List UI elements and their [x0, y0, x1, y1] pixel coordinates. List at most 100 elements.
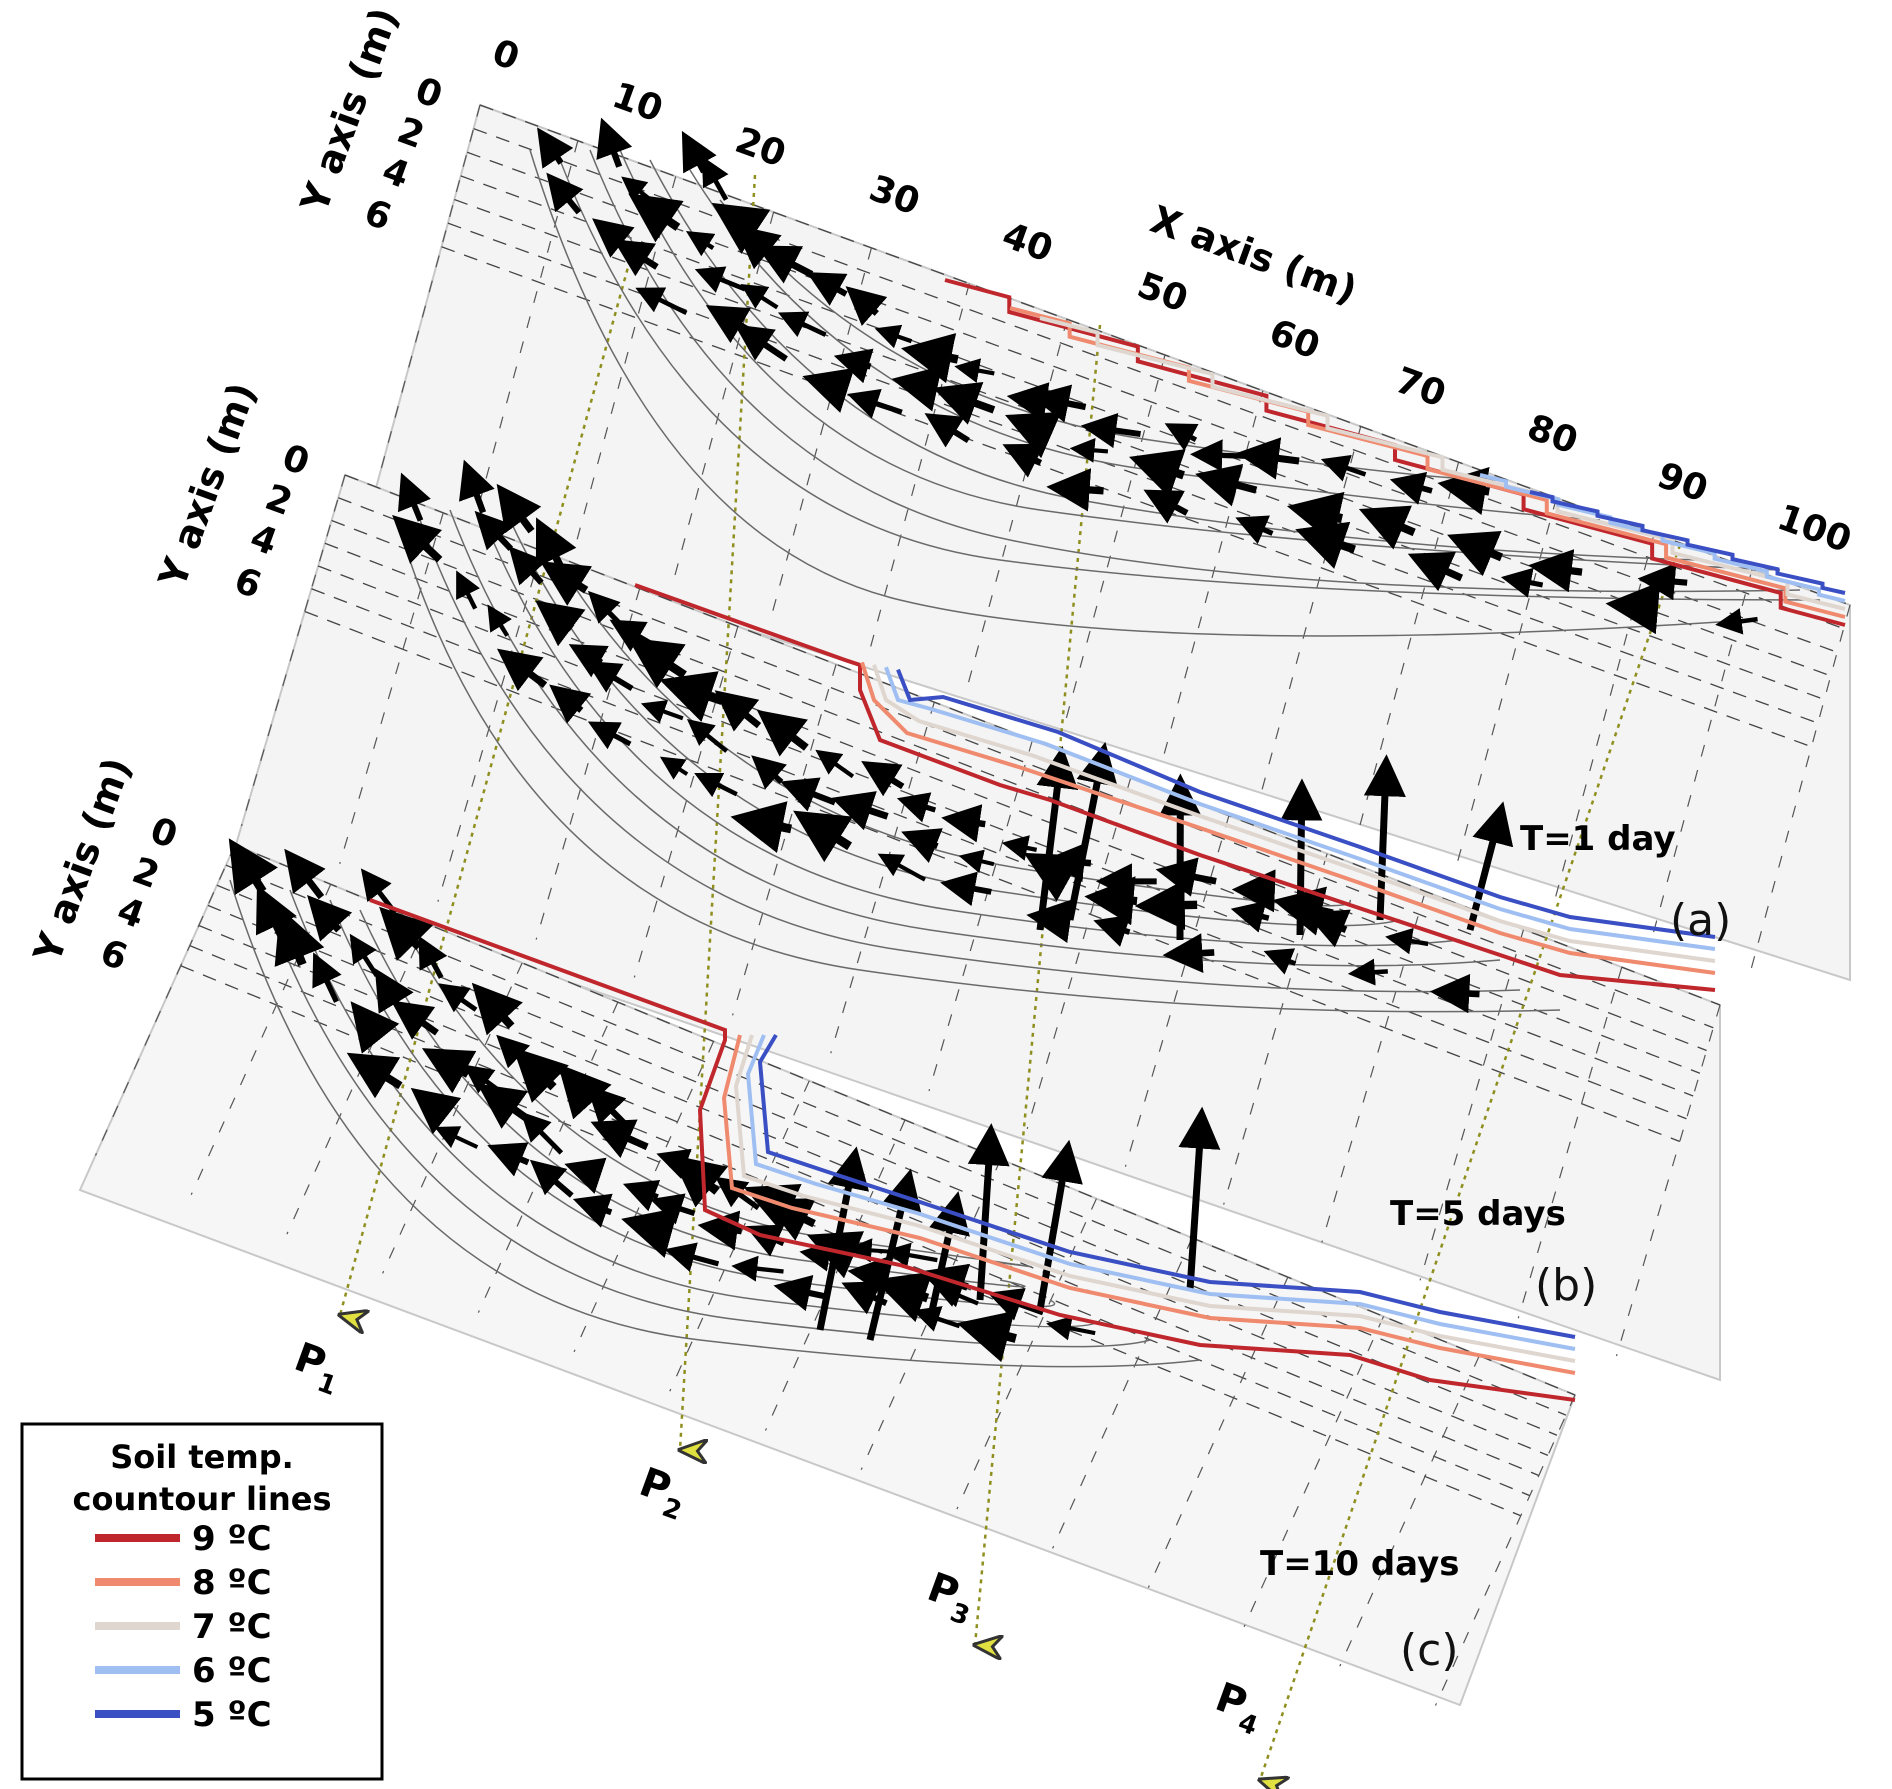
flow-vector	[312, 952, 342, 1003]
flow-vector	[1036, 1139, 1083, 1311]
flow-vector	[587, 721, 632, 750]
legend-label-1: 8 ºC	[192, 1563, 272, 1603]
flow-vector	[512, 1047, 569, 1103]
grid-line-v	[1124, 815, 1230, 1167]
flow-vector	[1347, 958, 1388, 986]
grid-line-v	[94, 844, 236, 1156]
flow-vector	[740, 284, 779, 310]
flow-vector	[564, 1157, 607, 1194]
flow-vector	[697, 1210, 742, 1251]
flow-vector	[568, 644, 609, 678]
flow-vector	[1001, 835, 1038, 861]
flow-vector	[831, 791, 889, 831]
flow-vector	[1231, 869, 1276, 913]
contour-b-2	[872, 664, 1716, 963]
flow-vector	[1006, 382, 1050, 422]
x-tick-70: 70	[1390, 360, 1451, 416]
flow-vector	[777, 311, 827, 338]
flow-vector	[1046, 468, 1104, 512]
flow-vector	[799, 1241, 834, 1272]
grid-line-v	[339, 512, 444, 865]
x-tick-0: 0	[487, 32, 525, 79]
flow-vector	[941, 804, 986, 843]
flow-vector	[806, 272, 848, 306]
flow-vector	[549, 684, 592, 724]
panel-labels: T=1 day (a) T=5 days (b) T=10 days (c)	[1260, 819, 1731, 1676]
flow-vector	[520, 1111, 564, 1155]
grid-line-v	[573, 1041, 715, 1353]
flow-vector	[274, 907, 325, 967]
flow-vector	[627, 637, 687, 689]
flow-vector	[1230, 900, 1270, 933]
flow-vector	[1066, 741, 1118, 921]
grid-line-h	[441, 246, 1812, 748]
x-tick-30: 30	[864, 168, 925, 224]
x-tick-90: 90	[1652, 455, 1713, 511]
flow-vector	[410, 1087, 462, 1135]
flow-vector	[802, 367, 855, 413]
flow-vector	[390, 1000, 439, 1040]
profile-line-p1	[340, 259, 632, 1315]
flow-vector	[1046, 1316, 1096, 1341]
flow-vector	[932, 381, 996, 425]
grid-line-v	[1052, 1237, 1193, 1549]
panel-tag-a: (a)	[1670, 895, 1731, 946]
contour-a-4	[1529, 490, 1846, 595]
grid-line-v	[380, 104, 481, 470]
grid-line-v	[1517, 966, 1623, 1319]
flow-vector	[958, 849, 995, 874]
legend-title-line2: countour lines	[73, 1480, 332, 1518]
flow-vector	[896, 792, 937, 823]
flow-vector	[1080, 413, 1141, 449]
flow-vector	[1280, 778, 1323, 936]
y-axis-b: Y axis (m) 0 2 4 6	[150, 377, 315, 607]
flow-vector	[664, 1242, 720, 1272]
flow-vector	[1190, 439, 1250, 472]
y-axis-c: Y axis (m) 0 2 4 6	[25, 752, 183, 979]
flow-vector	[1320, 455, 1367, 482]
flow-vector	[1162, 933, 1215, 973]
flow-vector	[1195, 463, 1258, 507]
time-label-a: T=1 day	[1520, 819, 1676, 859]
contour-b-4	[896, 668, 1716, 939]
flow-vector	[884, 1242, 938, 1268]
flow-vector	[496, 483, 542, 534]
flow-vector	[901, 828, 943, 863]
flow-vector	[1036, 745, 1079, 931]
flow-vector	[773, 1274, 827, 1312]
flow-vector	[474, 510, 514, 551]
flow-vector	[1429, 973, 1480, 1014]
flow-vector	[1389, 471, 1433, 505]
flow-vector	[596, 117, 633, 168]
flow-vector	[487, 1142, 530, 1177]
flow-vector	[1715, 608, 1758, 635]
legend: Soil temp. countour lines 9 ºC8 ºC7 ºC6 …	[20, 1422, 384, 1781]
flow-vector	[346, 1052, 403, 1099]
soil-temp-contours	[369, 278, 1846, 1402]
contour-a-0	[944, 278, 1846, 627]
flow-vector	[845, 286, 888, 327]
legend-box	[20, 1422, 384, 1781]
grid-line-v	[1339, 1355, 1480, 1667]
flow-vector	[418, 935, 448, 979]
flow-vector	[586, 661, 634, 693]
flow-vector	[1437, 466, 1490, 516]
flow-vector	[1236, 437, 1300, 480]
flow-vector	[1305, 909, 1351, 948]
y-tick-c-4: 4	[112, 890, 150, 937]
x-tick-80: 80	[1522, 407, 1583, 463]
y-tick-c-0: 0	[145, 810, 183, 857]
flow-vector	[471, 982, 523, 1036]
flow-vector	[349, 933, 379, 978]
flow-vector	[1358, 505, 1416, 550]
flow-vector	[1044, 843, 1092, 883]
flow-vector	[590, 1119, 649, 1159]
flow-vector	[537, 127, 574, 169]
flow-vector	[456, 570, 480, 610]
flow-vector	[815, 749, 855, 779]
flow-vector	[438, 983, 478, 1013]
legend-label-4: 5 ºC	[192, 1695, 272, 1735]
flow-vector	[1605, 581, 1661, 635]
flow-vector	[891, 365, 943, 412]
